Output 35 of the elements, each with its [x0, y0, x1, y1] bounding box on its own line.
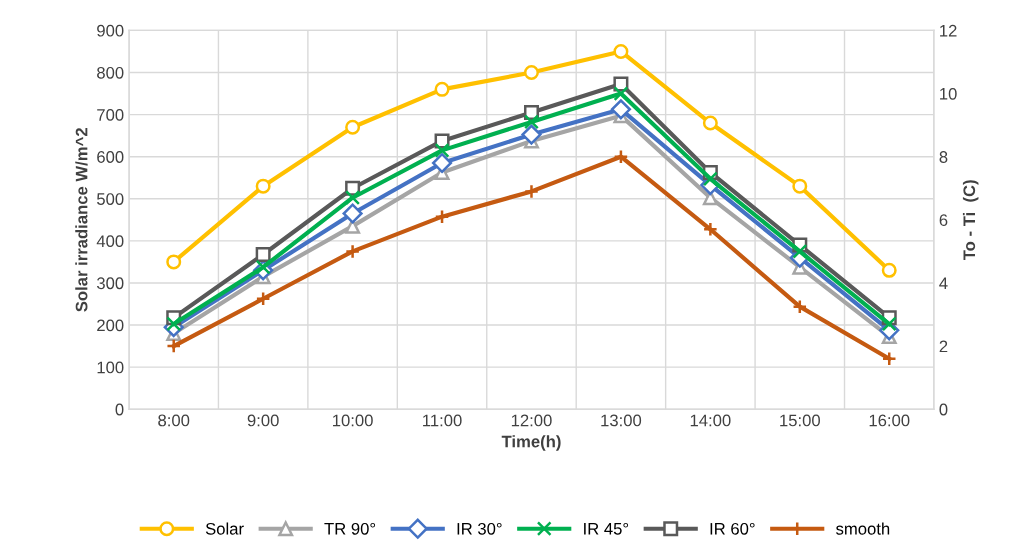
y-tick-label: 0 [115, 403, 124, 416]
y2-tick-label: 2 [939, 340, 948, 353]
legend-label: IR 45° [584, 522, 629, 535]
y2-axis-title: To - Ti (C) [962, 180, 979, 261]
x-tick-label: 11:00 [423, 414, 462, 427]
y-tick-label: 300 [96, 277, 124, 290]
x-axis-title: Time(h) [501, 435, 561, 451]
x-tick-label: 15:00 [780, 414, 820, 427]
y-tick-label: 900 [97, 24, 124, 37]
y2-tick-label: 0 [939, 403, 948, 416]
y-tick-label: 600 [97, 151, 124, 163]
x-tick-label: 12:00 [511, 414, 552, 427]
y2-tick-label: 6 [939, 214, 948, 227]
legend-label: Solar [205, 522, 244, 535]
legend-label: IR 60° [710, 522, 755, 535]
x-tick-label: 16:00 [869, 414, 910, 427]
y2-tick-label: 8 [939, 151, 948, 163]
x-tick-label: 9:00 [247, 414, 279, 427]
y-tick-label: 400 [96, 235, 124, 248]
legend-label: TR 90° [324, 522, 376, 535]
y2-tick-label: 12 [940, 24, 957, 37]
y-axis-title: Solar irradiance W/m^2 [75, 128, 88, 312]
y-tick-label: 200 [97, 319, 124, 332]
x-tick-label: 13:00 [601, 414, 642, 427]
legend-label: smooth [836, 522, 890, 535]
x-tick-label: 10:00 [333, 414, 373, 427]
y-tick-label: 700 [97, 108, 124, 121]
y2-tick-label: 10 [940, 87, 957, 100]
y2-tick-label: 4 [939, 277, 948, 289]
x-tick-label: 8:00 [158, 414, 190, 427]
x-tick-label: 14:00 [690, 414, 731, 427]
y-tick-label: 100 [97, 361, 124, 374]
y-tick-label: 500 [97, 193, 124, 205]
y-tick-label: 800 [97, 66, 124, 79]
legend-label: IR 30° [457, 522, 502, 535]
